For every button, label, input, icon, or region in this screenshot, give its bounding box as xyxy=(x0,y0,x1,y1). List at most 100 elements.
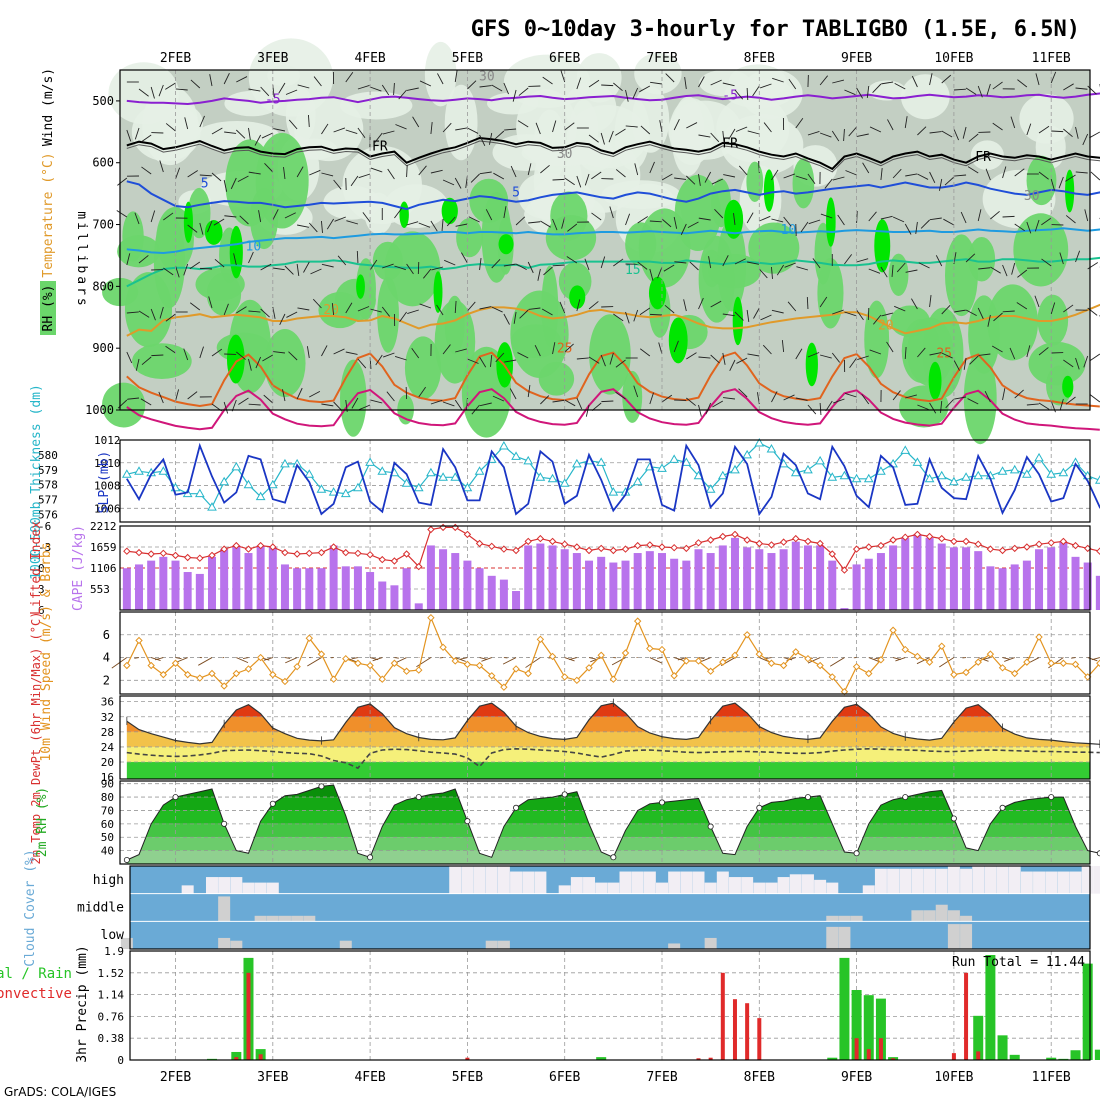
date-label-bottom: 3FEB xyxy=(257,1070,288,1085)
rh-band xyxy=(126,797,1090,811)
precip-total-bar xyxy=(1009,1054,1020,1060)
cloud-layer-label: high xyxy=(93,873,124,888)
lifted-index-point xyxy=(147,550,155,558)
wind-barb xyxy=(541,308,553,316)
cape-bar xyxy=(572,553,581,610)
thickness-point xyxy=(863,473,874,483)
cloud-bar xyxy=(680,871,693,894)
precip-axis-label: 3hr Precip (mm) xyxy=(75,945,90,1062)
wind-barb xyxy=(165,345,176,354)
wind-barb xyxy=(1087,307,1098,316)
thickness-point xyxy=(1009,464,1020,474)
wind-barb xyxy=(714,209,724,219)
pressure-tick-label: 900 xyxy=(92,341,114,355)
lifted-tick-label: 6 xyxy=(38,604,45,617)
wind-barb xyxy=(978,353,991,356)
wind-barb xyxy=(844,89,856,96)
cloud-bar xyxy=(826,926,839,949)
wind-speed-point xyxy=(986,650,995,658)
wind-barb xyxy=(515,216,526,226)
lifted-index-point xyxy=(536,534,545,543)
wind-barb xyxy=(1017,79,1028,88)
wind-barb xyxy=(941,352,953,359)
contour-label: 10 xyxy=(781,223,797,238)
cape-bar xyxy=(876,553,885,610)
wind-barb xyxy=(1082,133,1089,146)
cape-bar xyxy=(718,545,727,610)
lifted-index-point xyxy=(354,549,362,558)
cape-bar xyxy=(986,566,995,610)
wind-barb xyxy=(1038,347,1049,356)
cloud-bar xyxy=(278,915,291,922)
rh-frame xyxy=(119,780,1091,865)
wind-barb xyxy=(868,268,881,274)
contour-label: 5 xyxy=(512,186,520,201)
isotherm-line xyxy=(126,256,1100,288)
thickness-point xyxy=(559,478,570,487)
wind-barb xyxy=(150,210,156,223)
wind-barb xyxy=(1084,209,1089,222)
wind-barb xyxy=(763,122,772,133)
wind-barb xyxy=(673,216,678,229)
wind-barb xyxy=(283,167,286,180)
wind-barb xyxy=(1059,398,1064,411)
wind-speed-point xyxy=(560,673,569,681)
lifted-index-point xyxy=(548,537,557,546)
wind-barb xyxy=(722,130,725,143)
wind-barb xyxy=(479,657,487,660)
wind-barb xyxy=(467,358,479,364)
wind-barb xyxy=(894,305,906,312)
wind-barb xyxy=(758,268,768,279)
date-label-bottom: 8FEB xyxy=(744,1070,775,1085)
wind-barb xyxy=(528,221,541,224)
wind-barb xyxy=(576,77,582,90)
cape-bar xyxy=(803,545,812,610)
wind-barb xyxy=(1058,176,1064,189)
wind-barb xyxy=(698,356,711,359)
wind-barb xyxy=(1089,394,1100,403)
wind-barb xyxy=(248,251,254,264)
rh-point xyxy=(950,815,957,822)
wind-barb xyxy=(615,391,626,400)
wind-barb xyxy=(729,359,736,371)
rh-tick-label: 40 xyxy=(101,845,114,858)
rh-moist-patch xyxy=(122,211,144,262)
wind-panel xyxy=(111,612,1100,696)
thickness-point xyxy=(742,449,752,459)
wind-barb xyxy=(527,163,532,176)
lifted-index-point xyxy=(998,546,1007,555)
date-label-bottom: 2FEB xyxy=(160,1070,191,1085)
cloud-bar xyxy=(826,882,839,894)
lifted-index-point xyxy=(913,530,922,539)
wind-barb xyxy=(1075,126,1079,139)
wind-speed-point xyxy=(585,664,593,672)
rh-point xyxy=(902,794,909,801)
date-label-top: 8FEB xyxy=(744,51,775,66)
wind-barb xyxy=(134,212,140,225)
isotherm-line xyxy=(126,227,1100,255)
wind-barb xyxy=(151,657,161,662)
thickness-point xyxy=(1046,469,1057,478)
contour-label: 30 xyxy=(479,70,495,85)
wind-barb xyxy=(150,86,155,99)
cloud-bar xyxy=(1093,866,1100,894)
precip-convective-bar xyxy=(720,972,725,1060)
wind-speed-point xyxy=(743,631,751,639)
wind-barb xyxy=(233,253,237,266)
precip-convective-bar xyxy=(757,1018,762,1060)
date-label-top: 10FEB xyxy=(934,51,973,66)
cape-bar xyxy=(402,568,411,610)
wind-speed-point xyxy=(475,661,484,670)
lifted-index-point xyxy=(415,562,423,571)
wind-barb xyxy=(1065,215,1076,224)
wind-barb xyxy=(776,264,785,276)
wind-barb xyxy=(832,79,845,84)
rh-moist-patch xyxy=(124,272,173,348)
wind-barb xyxy=(560,70,566,83)
rh-moist-patch xyxy=(511,324,561,359)
wind-barb xyxy=(214,258,225,268)
wind-speed-point xyxy=(925,658,934,666)
cloud-bar xyxy=(838,915,851,922)
isotherm-line xyxy=(126,92,1100,106)
wind-barb xyxy=(873,314,882,325)
